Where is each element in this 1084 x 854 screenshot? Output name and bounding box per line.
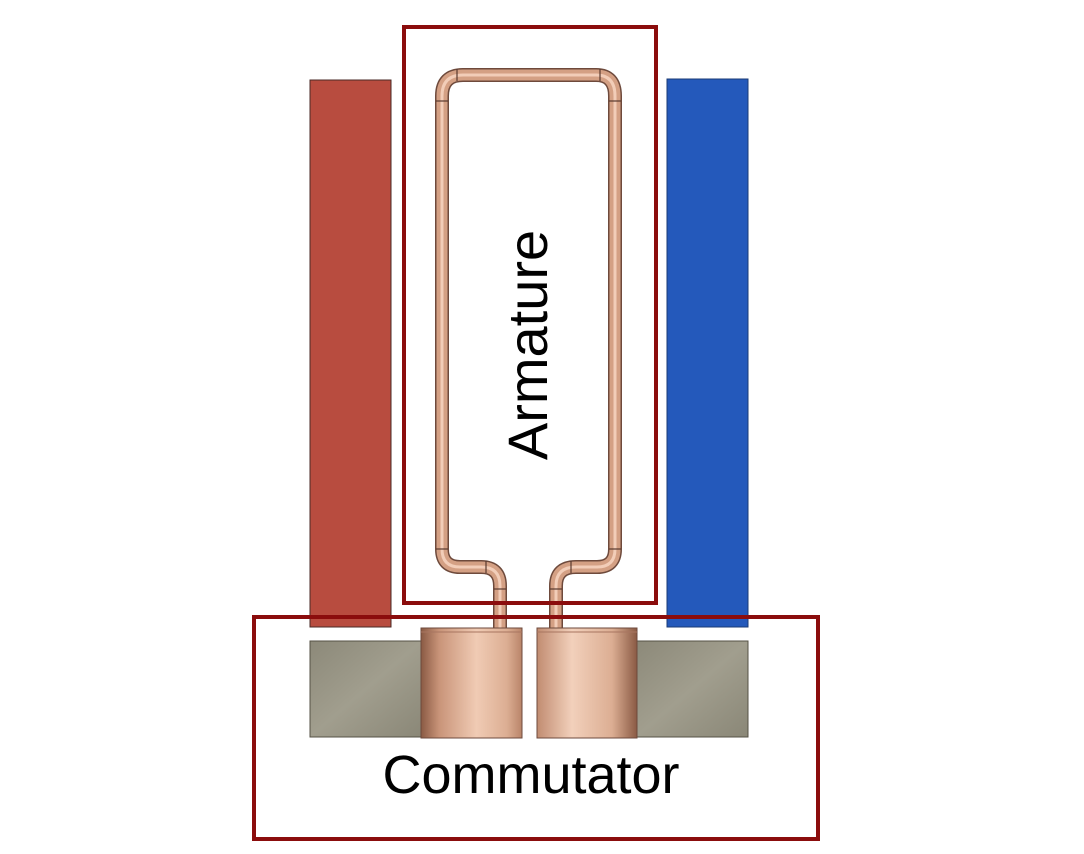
right-brush bbox=[635, 640, 749, 738]
right-commutator-segment bbox=[536, 627, 638, 739]
left-brush bbox=[309, 640, 423, 738]
armature-loop bbox=[435, 68, 622, 628]
commutator-label: Commutator bbox=[382, 745, 679, 805]
left-commutator-segment bbox=[420, 627, 523, 739]
commutator-highlight-box bbox=[252, 615, 820, 841]
north-magnet-pole bbox=[309, 79, 392, 628]
armature-highlight-box bbox=[402, 25, 658, 605]
south-magnet-pole bbox=[666, 78, 749, 628]
armature-label: Armature bbox=[496, 230, 559, 460]
